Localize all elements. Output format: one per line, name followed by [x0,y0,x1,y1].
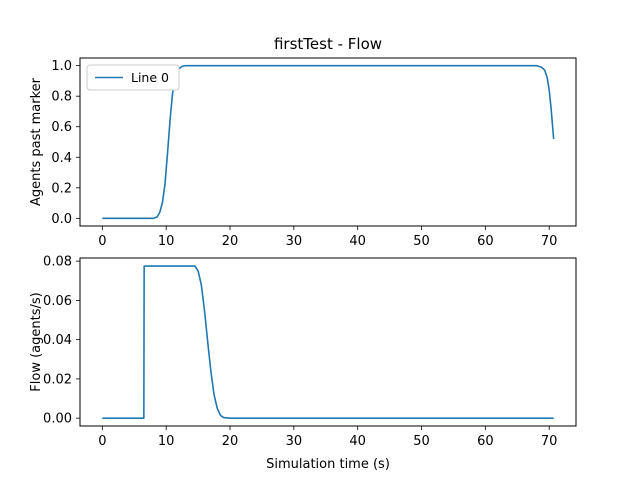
x-tick-label: 0 [98,434,106,449]
x-tick-label: 10 [158,434,175,449]
x-tick-label: 30 [286,234,303,249]
y-tick-label: 0.2 [51,181,72,196]
y-tick-label: 0.06 [43,294,72,309]
x-tick-label: 50 [413,434,430,449]
y-tick-label: 0.02 [43,372,72,387]
x-tick-label: 10 [158,234,175,249]
y-tick-label: 0.4 [51,151,72,166]
bottom-axes-series [102,265,554,419]
x-tick-label: 30 [286,434,303,449]
bottom-subplot: 0 10 20 30 40 50 60 70 0.00 0.02 0.04 0.06 0.08 Simu… [29,255,577,472]
legend: Line 0 [86,64,180,91]
x-tick-label: 0 [98,234,106,249]
bottom-y-axis-label: Flow (agents/s) [29,292,44,391]
y-tick-label: 0.6 [51,120,72,135]
y-tick-label: 0.00 [43,412,72,427]
x-tick-label: 70 [541,434,558,449]
x-tick-label: 20 [222,434,239,449]
top-subplot: 0 10 20 30 40 50 60 70 0.0 0.2 0.4 0.6 0.8 1.0 firstT… [29,35,577,249]
y-tick-label: 0.8 [51,90,72,105]
x-tick-label: 40 [349,434,366,449]
y-tick-label: 0.04 [43,333,72,348]
legend-box [86,64,180,91]
legend-entry-line-0: Line 0 [131,70,169,85]
top-axes-series [102,64,555,220]
x-tick-label: 60 [477,234,494,249]
x-tick-label: 50 [413,234,430,249]
chart-title: firstTest - Flow [274,35,382,53]
x-tick-label: 70 [541,234,558,249]
bottom-axes-ticks: 0 10 20 30 40 50 60 70 0.00 0.02 0.04 0.06 0.08 [43,255,557,449]
bottom-axes-frame [79,257,577,427]
bottom-x-axis-label: Simulation time (s) [266,457,390,472]
y-tick-label: 0.08 [43,255,72,270]
y-tick-label: 0.0 [51,212,72,227]
y-tick-label: 1.0 [51,59,72,74]
series-line-0 [102,64,555,220]
series-line-0 [102,265,554,419]
x-tick-label: 60 [477,434,494,449]
top-y-axis-label: Agents past marker [29,77,44,206]
top-axes-ticks: 0 10 20 30 40 50 60 70 0.0 0.2 0.4 0.6 0.8 1.0 [51,59,557,249]
x-tick-label: 40 [349,234,366,249]
x-tick-label: 20 [222,234,239,249]
